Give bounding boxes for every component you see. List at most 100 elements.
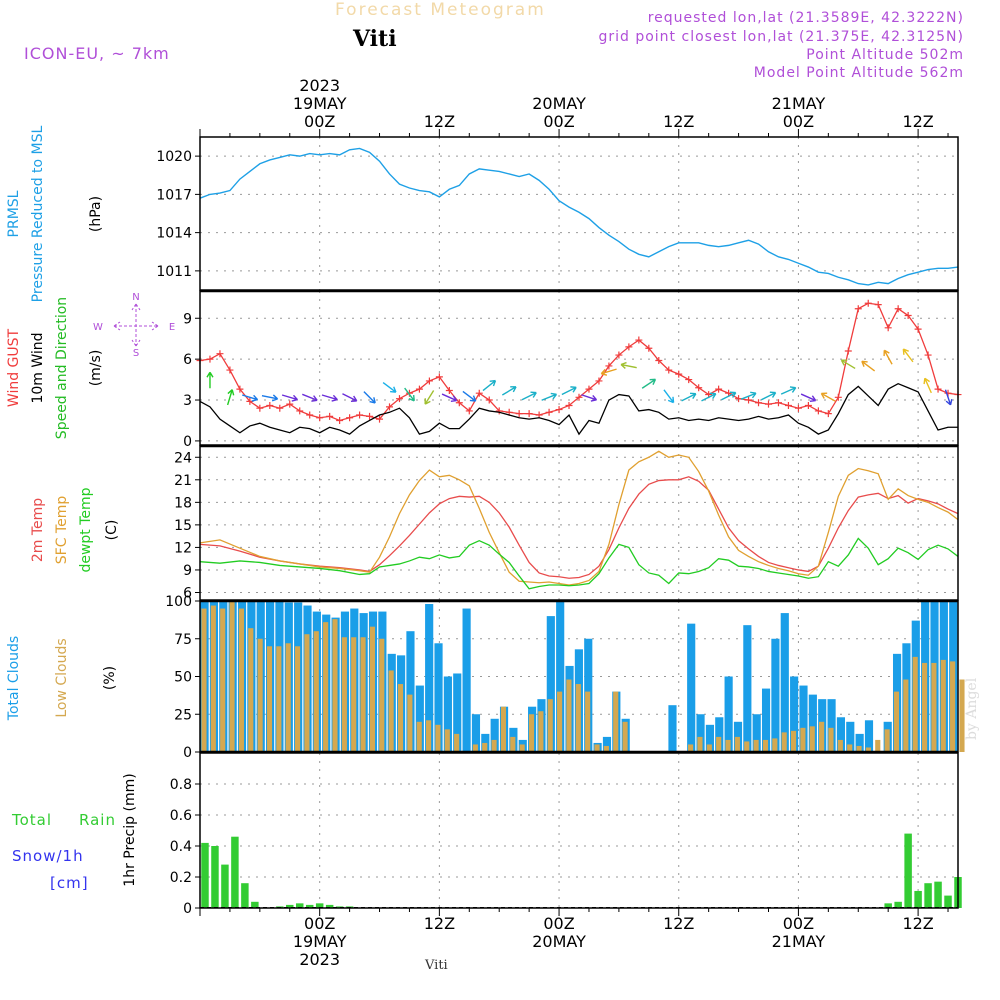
total-cloud-bar (705, 724, 714, 752)
wind-direction-arrow (761, 391, 777, 401)
panel-label: Speed and Direction (54, 297, 70, 439)
panel-label: dewpt Temp (78, 487, 94, 572)
wind-direction-arrow (820, 392, 836, 402)
gust-point-marker (675, 370, 683, 378)
rain-bar (914, 890, 922, 908)
low-cloud-bar (416, 721, 422, 752)
low-cloud-bar (557, 691, 563, 752)
footer-station-name: Viti (425, 958, 448, 973)
gust-point-marker (435, 373, 443, 381)
rain-bar (944, 895, 952, 908)
low-cloud-bar (238, 608, 244, 752)
low-cloud-bar (725, 739, 731, 752)
low-cloud-bar (313, 631, 319, 752)
low-cloud-bar (528, 714, 535, 752)
gust-point-marker (735, 395, 743, 403)
bottom-time-label: 12Z (902, 914, 933, 933)
gust-point-marker (336, 416, 344, 424)
gust-point-marker (515, 410, 523, 418)
rain-bar (894, 901, 902, 908)
gust-point-marker (565, 401, 573, 409)
gust-point-marker (854, 305, 862, 313)
low-cloud-bar (229, 601, 235, 752)
low-cloud-bar (435, 724, 441, 752)
panel-label: 2m Temp (30, 498, 46, 562)
rain-bar (325, 904, 334, 908)
compass-east: E (169, 322, 175, 333)
wind-direction-arrow (541, 392, 558, 401)
total-cloud-bar (799, 685, 808, 752)
gust-point-marker (276, 404, 284, 412)
total-cloud-bar (780, 613, 789, 752)
low-cloud-bar (837, 739, 843, 752)
top-time-label: 21MAY (772, 94, 826, 113)
total-cloud-bar (790, 676, 799, 752)
panel-precipitation: 0 0.2 0.4 0.6 0.8 Total Rain Snow/1h [cm] 1hr Pre… (11, 752, 962, 917)
total-cloud-bar (443, 676, 452, 752)
total-cloud-bar (864, 720, 874, 752)
gust-point-marker (326, 412, 334, 420)
low-cloud-bar (285, 643, 291, 752)
gust-point-marker (485, 396, 493, 404)
rain-bar (934, 881, 942, 908)
wind-direction-arrow (501, 386, 517, 396)
low-cloud-bar (585, 691, 591, 752)
total-cloud-bar (425, 604, 434, 752)
gust-point-marker (645, 344, 653, 352)
wind-direction-arrow (883, 349, 893, 365)
panel-temperature: 6 9 12 15 18 21 24 2m Temp SFC Temp dewpt Temp (C) (30, 445, 959, 601)
low-cloud-bar (716, 736, 722, 752)
gust-point-marker (316, 414, 324, 422)
wind-direction-arrow (581, 394, 598, 402)
top-time-label: 00Z (304, 112, 335, 131)
low-cloud-bar (304, 634, 310, 752)
low-cloud-bar (351, 637, 357, 752)
wind-direction-arrow (482, 379, 497, 392)
low-cloud-bar (444, 729, 450, 752)
chart-title: Forecast Meteogram (335, 0, 546, 20)
wind-direction-arrow (861, 360, 876, 372)
rain-bar (201, 842, 209, 908)
total-cloud-bar (668, 705, 677, 752)
wind-direction-arrow (281, 394, 298, 402)
low-cloud-bar (454, 733, 460, 752)
total-cloud-bar (743, 625, 752, 752)
panel-label: (%) (102, 666, 118, 690)
low-cloud-bar (753, 739, 759, 752)
gust-point-marker (395, 395, 403, 403)
y-tick-label: 21 (174, 473, 192, 489)
y-tick-label: 0 (183, 745, 192, 761)
total-cloud-bar (836, 717, 846, 752)
total-cloud-bar (724, 676, 733, 752)
low-cloud-bar (369, 626, 375, 752)
station-name: Viti (353, 26, 397, 52)
low-cloud-bar (472, 744, 478, 752)
top-time-label: 12Z (902, 112, 933, 131)
wind-direction-arrow (302, 393, 318, 402)
top-time-label: 2023 (299, 76, 340, 95)
panel-label: PRMSL (6, 190, 22, 237)
total-cloud-bar (771, 638, 780, 752)
gust-point-marker (286, 400, 294, 408)
low-cloud-bar (819, 721, 825, 752)
low-cloud-bar (912, 656, 918, 752)
panel-wind: 0 3 6 9 Wind GUST 10m Wind Speed and Direction… (6, 290, 962, 450)
total-cloud-bar (752, 714, 761, 752)
gust-point-marker (366, 412, 374, 420)
gust-point-marker (755, 399, 763, 407)
low-cloud-bar (397, 684, 404, 752)
gust-point-marker (386, 403, 393, 411)
wind-direction-arrow (206, 371, 214, 389)
bottom-time-label: 00Z (783, 914, 814, 933)
gust-point-marker (256, 404, 264, 412)
bottom-time-label: 12Z (424, 914, 455, 933)
wind-direction-arrow (641, 378, 657, 389)
low-cloud-bar (893, 691, 900, 752)
bottom-time-label: 2023 (299, 950, 340, 969)
y-tick-label: 1014 (156, 226, 192, 242)
rain-bar (211, 846, 219, 908)
low-cloud-bar (903, 679, 909, 752)
low-cloud-bar (847, 744, 853, 752)
low-cloud-bar (800, 727, 806, 752)
gust-point-marker (794, 404, 802, 412)
